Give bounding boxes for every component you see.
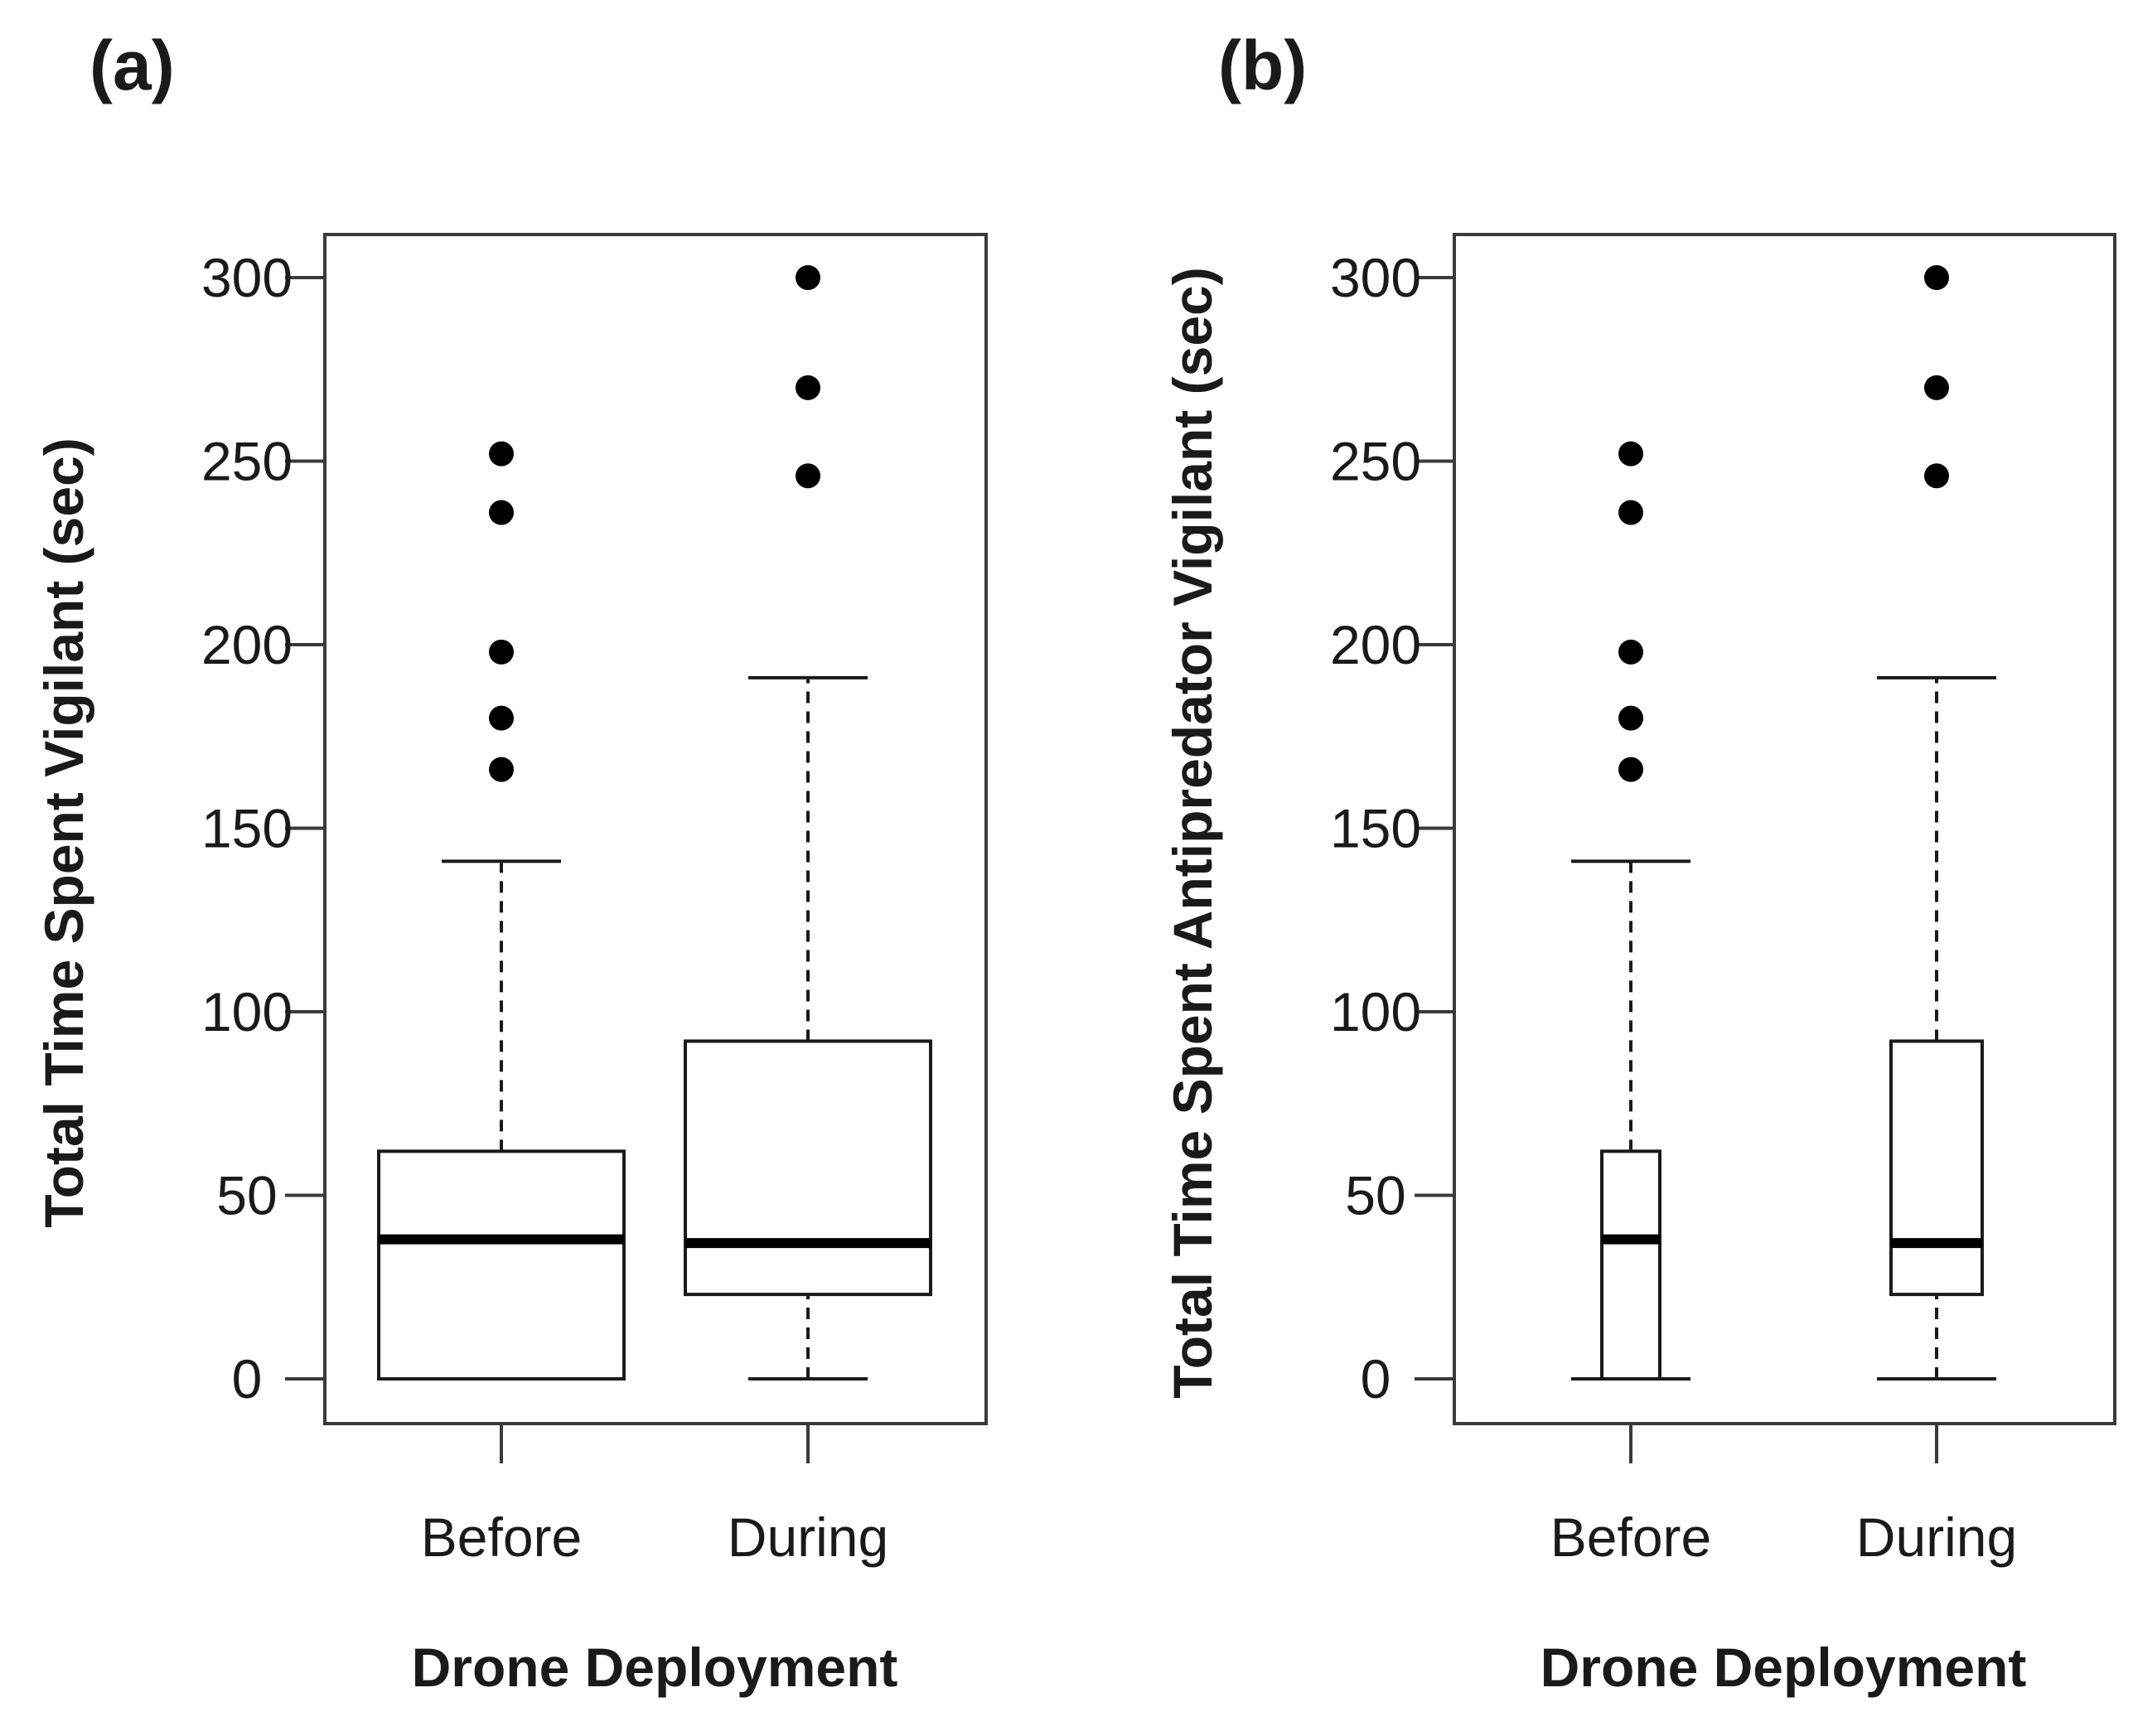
x-tick-label: During bbox=[1856, 1506, 2017, 1568]
outlier-point bbox=[489, 705, 514, 731]
outlier-point bbox=[796, 265, 820, 290]
x-axis-title: Drone Deployment bbox=[412, 1637, 898, 1698]
outlier-point bbox=[489, 639, 514, 665]
y-tick-label: 200 bbox=[1330, 614, 1421, 675]
y-tick-label: 50 bbox=[216, 1165, 277, 1226]
outlier-point bbox=[796, 375, 820, 400]
y-tick-label: 250 bbox=[201, 431, 293, 492]
y-tick-label: 200 bbox=[201, 614, 293, 675]
outlier-point bbox=[489, 500, 514, 525]
y-tick-label: 150 bbox=[201, 798, 293, 859]
outlier-point bbox=[1924, 463, 1949, 489]
box-during bbox=[1889, 1039, 1984, 1297]
y-tick-label: 150 bbox=[1330, 798, 1421, 859]
outlier-point bbox=[1618, 705, 1643, 731]
y-axis-title: Total Time Spent Antipredator Vigilant (… bbox=[1162, 267, 1223, 1398]
outlier-point bbox=[1618, 639, 1643, 665]
y-tick-label: 0 bbox=[232, 1348, 263, 1410]
y-tick-label: 100 bbox=[1330, 981, 1421, 1042]
y-tick-label: 50 bbox=[1345, 1165, 1405, 1226]
y-tick-label: 300 bbox=[201, 247, 293, 308]
outlier-point bbox=[1618, 500, 1643, 525]
outlier-point bbox=[489, 757, 514, 782]
panel-a: (a) Total Time Spent Vigilant (sec) Dron… bbox=[33, 27, 988, 1698]
outlier-point bbox=[489, 441, 514, 467]
x-tick-label: During bbox=[728, 1506, 888, 1568]
outlier-point bbox=[1618, 441, 1643, 467]
box-before bbox=[377, 1149, 626, 1381]
box-during bbox=[684, 1039, 932, 1297]
y-tick-label: 300 bbox=[1330, 247, 1421, 308]
outlier-point bbox=[796, 463, 820, 489]
y-tick-label: 0 bbox=[1361, 1348, 1391, 1410]
outlier-point bbox=[1924, 375, 1949, 400]
x-axis-title: Drone Deployment bbox=[1540, 1637, 2027, 1698]
x-tick-label: Before bbox=[1550, 1506, 1711, 1568]
plot-frame bbox=[1453, 233, 2116, 1425]
box-before bbox=[1600, 1149, 1661, 1381]
outlier-point bbox=[1618, 757, 1643, 782]
y-axis-title: Total Time Spent Vigilant (sec) bbox=[33, 438, 94, 1228]
x-tick-label: Before bbox=[421, 1506, 582, 1568]
panel-b: (b) Total Time Spent Antipredator Vigila… bbox=[1162, 27, 2116, 1698]
panel-label: (b) bbox=[1218, 27, 1307, 104]
panel-label: (a) bbox=[89, 27, 175, 104]
y-tick-label: 100 bbox=[201, 981, 293, 1042]
outlier-point bbox=[1924, 265, 1949, 290]
y-tick-label: 250 bbox=[1330, 431, 1421, 492]
